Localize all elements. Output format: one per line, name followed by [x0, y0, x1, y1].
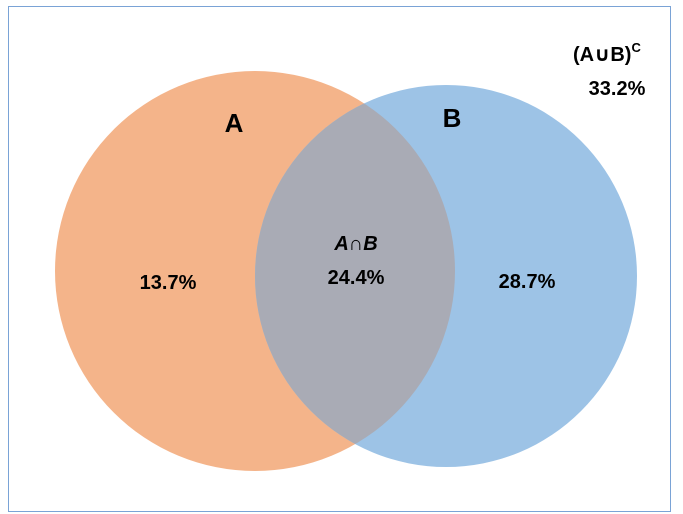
set-a-label: A [225, 108, 244, 138]
intersection-value: 24.4% [328, 267, 385, 289]
intersection-region [255, 85, 455, 467]
complement-superscript: C [631, 40, 641, 55]
b-only-value: 28.7% [499, 271, 556, 293]
set-b-label: B [443, 103, 462, 133]
complement-label-text: (A∪B) [573, 44, 631, 66]
complement-value: 33.2% [589, 78, 646, 100]
intersection-label: A∩B [333, 233, 377, 255]
a-only-value: 13.7% [140, 272, 197, 294]
complement-label: (A∪B)C [573, 40, 641, 66]
